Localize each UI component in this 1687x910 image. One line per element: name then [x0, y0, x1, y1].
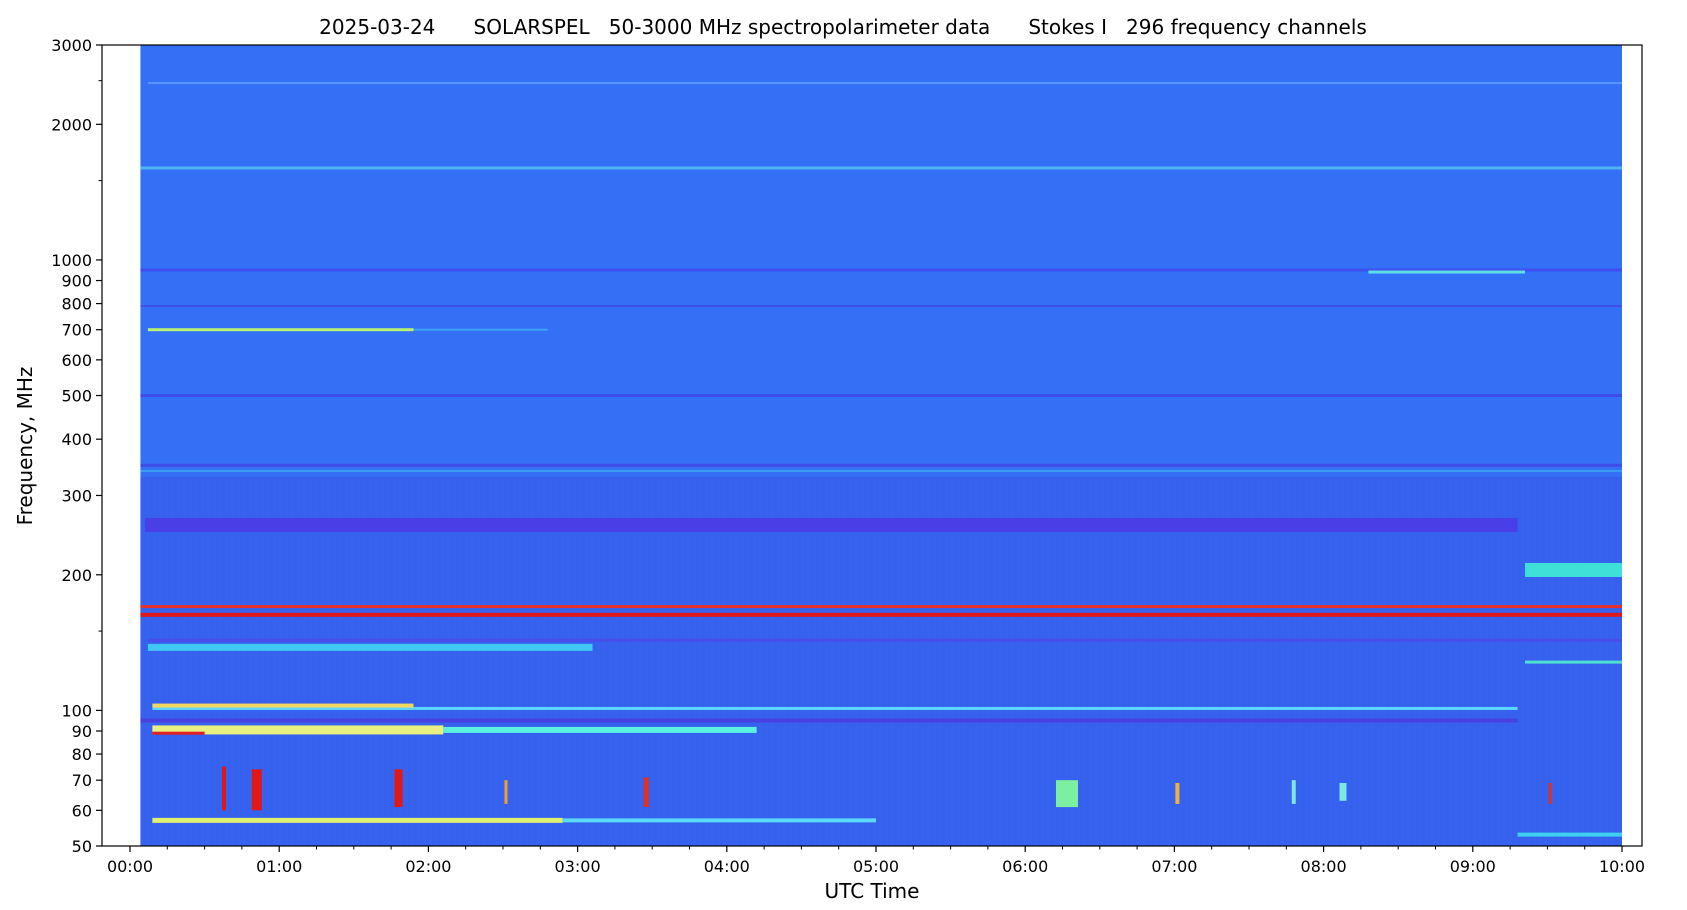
frequency-band — [562, 818, 876, 823]
radio-burst — [1175, 782, 1180, 804]
radio-burst — [1055, 780, 1078, 808]
y-tick-label: 800 — [61, 295, 92, 314]
frequency-band — [140, 268, 1623, 272]
frequency-band — [140, 463, 1623, 467]
x-axis: 00:00 01:00 02:00 03:00 04:00 05:00 06:00 07:00… — [107, 846, 1645, 876]
y-tick-label: 60 — [72, 801, 92, 820]
x-axis-label: UTC Time — [825, 879, 920, 903]
x-tick-label: 09:00 — [1450, 857, 1496, 876]
frequency-band — [140, 469, 1623, 472]
frequency-band — [1525, 660, 1622, 664]
x-tick-label: 10:00 — [1599, 857, 1645, 876]
y-tick-label: 50 — [72, 837, 92, 856]
y-tick-label: 1000 — [51, 251, 92, 270]
frequency-band — [140, 718, 1518, 723]
radio-burst — [1548, 782, 1552, 804]
y-axis-label: Frequency, MHz — [13, 367, 37, 526]
frequency-band — [147, 643, 593, 651]
x-tick-label: 02:00 — [405, 857, 451, 876]
radio-burst — [394, 769, 403, 808]
y-tick-label: 90 — [72, 722, 92, 741]
frequency-band — [140, 394, 1623, 398]
x-tick-label: 08:00 — [1301, 857, 1347, 876]
frequency-band — [140, 612, 1623, 617]
frequency-band — [443, 726, 757, 733]
y-tick-label: 200 — [61, 566, 92, 585]
frequency-band — [147, 82, 1622, 85]
y-tick-label: 900 — [61, 272, 92, 291]
y-axis: 50 60 70 80 90 100 200 300 400 500 600 700 800 900 100… — [51, 36, 102, 856]
frequency-band — [147, 328, 414, 332]
x-tick-label: 00:00 — [107, 857, 153, 876]
radio-burst — [221, 766, 226, 811]
frequency-band — [147, 638, 1622, 642]
frequency-band — [152, 725, 444, 735]
frequency-band — [140, 305, 1623, 308]
frequency-band — [413, 328, 548, 331]
low-frequency-texture — [140, 476, 1623, 846]
frequency-band — [152, 731, 205, 735]
y-tick-label: 70 — [72, 771, 92, 790]
frequency-band — [1517, 832, 1622, 837]
y-tick-label: 400 — [61, 430, 92, 449]
y-tick-label: 700 — [61, 321, 92, 340]
x-tick-label: 05:00 — [853, 857, 899, 876]
radio-burst — [504, 780, 508, 804]
x-tick-label: 04:00 — [704, 857, 750, 876]
frequency-band — [1368, 270, 1526, 274]
frequency-band — [144, 517, 1518, 532]
radio-burst — [1339, 782, 1347, 801]
chart-title: 2025-03-24 SOLARSPEL 50-3000 MHz spectro… — [319, 15, 1367, 39]
y-tick-label: 600 — [61, 351, 92, 370]
plot-area — [140, 45, 1623, 846]
frequency-band — [1525, 562, 1622, 577]
frequency-band — [152, 706, 1518, 710]
frequency-band — [152, 817, 563, 823]
radio-burst — [1291, 780, 1296, 804]
x-tick-label: 03:00 — [555, 857, 601, 876]
y-tick-label: 300 — [61, 486, 92, 505]
x-tick-label: 07:00 — [1151, 857, 1197, 876]
radio-burst — [643, 777, 649, 808]
y-tick-label: 100 — [61, 701, 92, 720]
y-tick-label: 2000 — [51, 115, 92, 134]
plot-frame — [101, 44, 1643, 847]
y-tick-label: 80 — [72, 745, 92, 764]
frequency-band — [140, 166, 1623, 170]
frequency-band — [140, 605, 1623, 609]
y-tick-label: 500 — [61, 387, 92, 406]
x-tick-label: 01:00 — [256, 857, 302, 876]
frequency-band — [152, 703, 414, 708]
radio-burst — [251, 769, 262, 811]
x-tick-label: 06:00 — [1002, 857, 1048, 876]
y-tick-label: 3000 — [51, 36, 92, 55]
